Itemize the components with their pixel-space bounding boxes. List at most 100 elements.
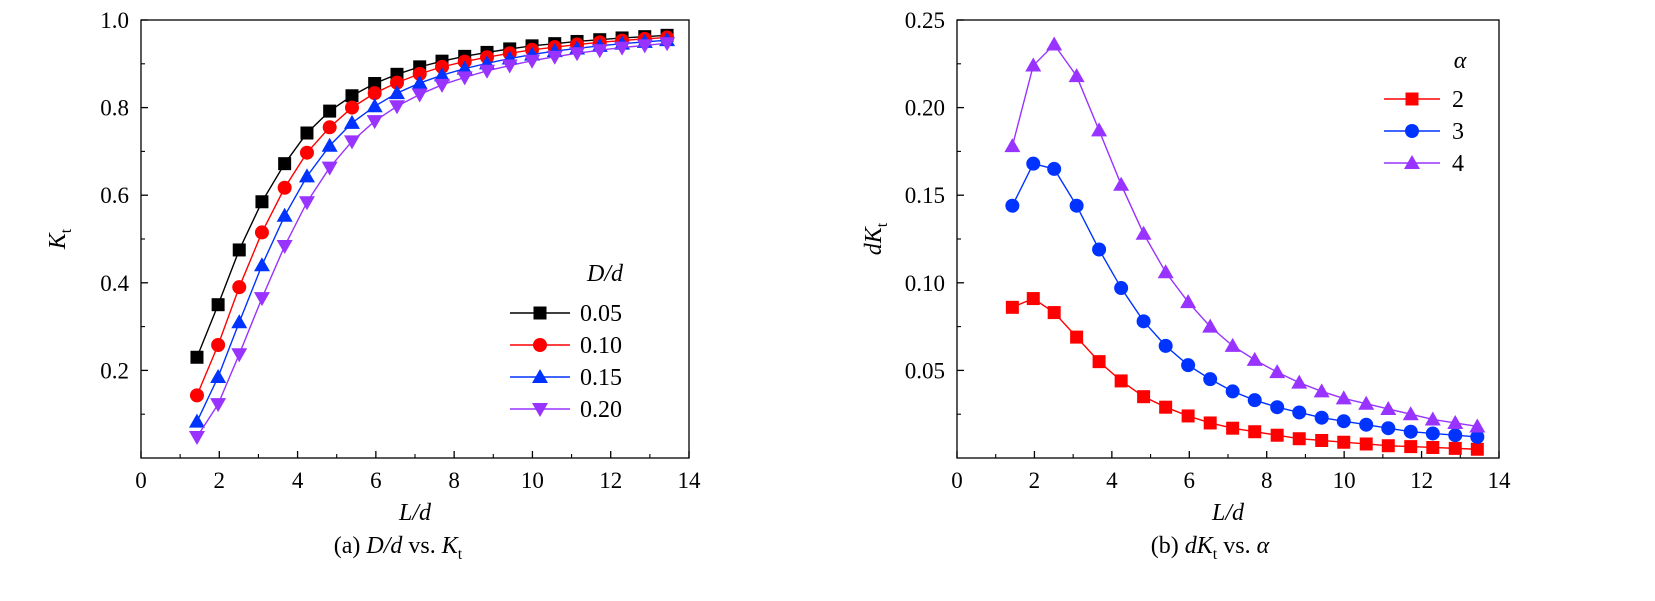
data-point	[1336, 414, 1351, 429]
series-2	[1005, 292, 1484, 456]
data-point	[1381, 439, 1395, 453]
data-point	[411, 75, 428, 90]
data-point	[300, 126, 314, 140]
legend-marker	[1405, 92, 1419, 106]
y-tick-label: 0.4	[100, 271, 129, 296]
legend-label: 3	[1452, 119, 1464, 145]
data-point	[1114, 374, 1128, 388]
series-line	[1011, 162, 1478, 438]
data-point	[1335, 390, 1352, 405]
legend-label: 4	[1452, 151, 1464, 177]
series-line	[1011, 43, 1478, 428]
data-point	[343, 114, 360, 129]
data-point	[1426, 440, 1440, 454]
data-point	[1004, 138, 1021, 153]
data-point	[1225, 384, 1240, 399]
data-point	[434, 67, 451, 82]
data-point	[1313, 383, 1330, 398]
data-point	[1402, 406, 1419, 421]
x-tick-label: 0	[951, 468, 963, 493]
data-point	[1381, 421, 1396, 436]
data-point	[253, 292, 270, 307]
data-point	[231, 314, 248, 329]
data-point	[389, 75, 404, 90]
data-point	[434, 78, 451, 93]
data-point	[1202, 318, 1219, 333]
data-point	[1314, 410, 1329, 425]
data-point	[412, 66, 427, 81]
data-point	[1136, 314, 1151, 329]
data-point	[1248, 425, 1262, 439]
data-point	[1359, 437, 1373, 451]
series-0.10	[189, 30, 675, 403]
legend-label: 0.20	[580, 397, 622, 423]
data-point	[1113, 176, 1130, 191]
x-tick-label: 6	[370, 468, 382, 493]
legend-marker	[1405, 124, 1419, 138]
data-point	[435, 59, 450, 74]
legend-marker	[533, 338, 547, 352]
chart-panel-b: 0 2 4 6 8 10 12 14 0.05 0.10 0.15 0.20 0.25 L/d dKt 2 3 4…	[861, 8, 1511, 563]
data-point	[1447, 414, 1464, 429]
y-axis-label: Kt	[45, 228, 75, 250]
data-point	[278, 157, 292, 171]
x-tick-label: 8	[1261, 468, 1273, 493]
data-point	[1091, 122, 1108, 137]
data-point	[343, 135, 360, 150]
legend-label: 0.10	[580, 333, 622, 359]
data-point	[254, 225, 269, 240]
data-point	[276, 207, 293, 222]
x-tick-label: 2	[214, 468, 226, 493]
data-point	[614, 41, 631, 56]
data-point	[1292, 405, 1307, 420]
data-point	[322, 120, 337, 135]
data-point	[1448, 441, 1462, 455]
data-point	[1069, 198, 1084, 213]
data-point	[211, 298, 225, 312]
data-point	[524, 54, 541, 69]
x-axis-label: L/d	[1211, 500, 1245, 526]
data-point	[1470, 429, 1485, 444]
data-point	[366, 115, 383, 130]
data-point	[1469, 418, 1486, 433]
series-4	[1004, 36, 1486, 433]
y-tick-label: 0.25	[905, 8, 945, 33]
data-point	[210, 398, 227, 413]
series-line	[196, 42, 668, 438]
data-point	[1092, 242, 1107, 257]
data-point	[636, 39, 653, 54]
y-tick-label: 0.05	[905, 358, 945, 383]
y-tick-label: 1.0	[100, 8, 129, 33]
data-point	[1246, 351, 1263, 366]
chart-caption: (a) D/d vs. Kt	[334, 533, 463, 563]
data-point	[1270, 400, 1285, 415]
data-point	[1047, 161, 1062, 176]
legend-marker	[532, 403, 548, 417]
data-point	[1158, 338, 1173, 353]
data-point	[1180, 294, 1197, 309]
data-point	[1425, 426, 1440, 441]
y-axis-label: dKt	[861, 222, 891, 255]
y-tick-label: 0.15	[905, 183, 945, 208]
x-tick-label: 10	[521, 468, 544, 493]
data-point	[388, 85, 405, 100]
data-point	[1270, 428, 1284, 442]
data-point	[321, 137, 338, 152]
data-point	[1358, 395, 1375, 410]
legend-marker	[532, 369, 548, 383]
x-tick-label: 12	[1410, 468, 1433, 493]
data-point	[189, 388, 204, 403]
series-3	[1005, 156, 1485, 444]
data-point	[1224, 337, 1241, 352]
data-point	[211, 337, 226, 352]
data-point	[231, 348, 248, 363]
x-tick-label: 4	[292, 468, 304, 493]
data-point	[1005, 198, 1020, 213]
data-point	[1137, 390, 1151, 404]
data-point	[1337, 435, 1351, 449]
data-point	[323, 104, 337, 118]
legend-label: 2	[1452, 87, 1464, 113]
data-point	[1247, 393, 1262, 408]
data-point	[277, 180, 292, 195]
data-point	[1157, 264, 1174, 279]
